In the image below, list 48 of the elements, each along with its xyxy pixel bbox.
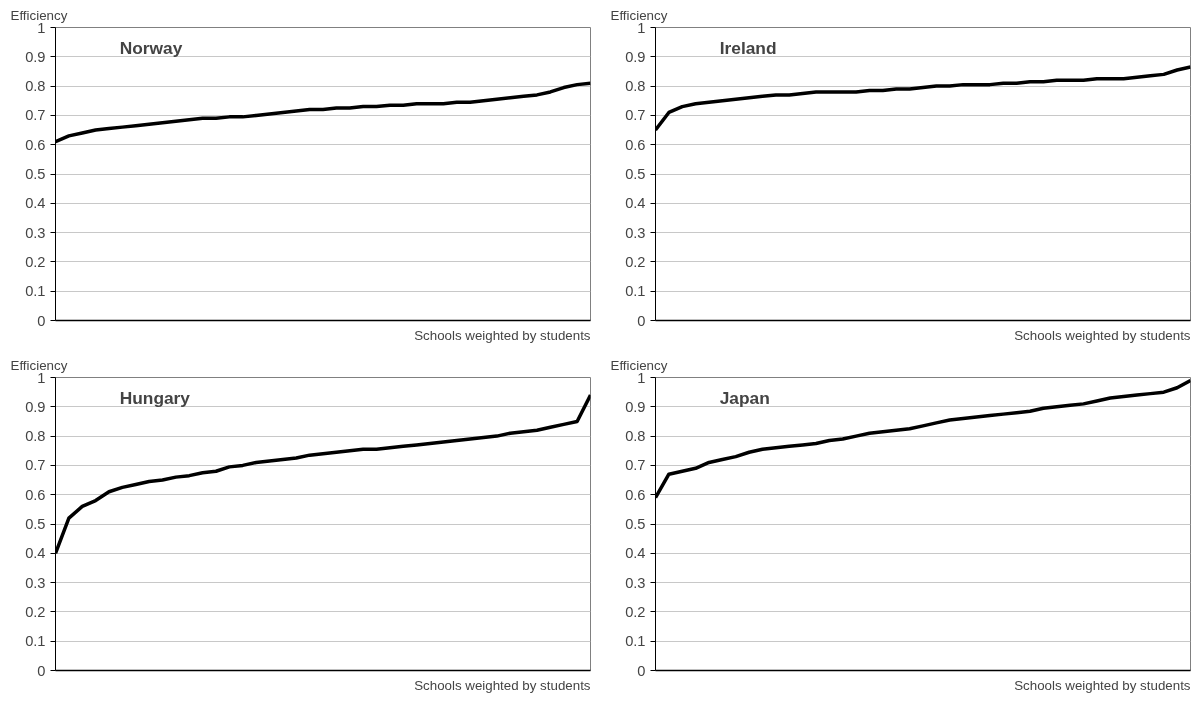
- y-tick-label: 0.8: [625, 428, 646, 445]
- y-tick-label: 0.7: [25, 457, 46, 474]
- text: Ireland: [719, 37, 777, 58]
- y-tick-label: 0.3: [25, 574, 46, 591]
- text: Norway: [119, 37, 183, 58]
- y-tick-label: 0.3: [25, 224, 46, 241]
- y-tick-label: 0.9: [25, 48, 46, 65]
- y-tick-label: 0.9: [625, 48, 646, 65]
- y-tick-label: 0.1: [625, 633, 646, 650]
- y-tick-label: 0.1: [25, 283, 46, 300]
- y-tick-label: 0: [637, 312, 646, 329]
- y-tick-label: 0.9: [625, 398, 646, 415]
- y-tick-label: 0.5: [625, 166, 646, 182]
- y-tick-label: 0.2: [25, 253, 46, 270]
- y-tick-label: 0.8: [25, 428, 46, 445]
- y-tick-label: 0.2: [625, 253, 646, 270]
- y-tick-label: 0.1: [25, 633, 46, 650]
- y-tick-label: 0.6: [625, 136, 646, 153]
- y-tick-label: 0.1: [625, 283, 646, 300]
- y-tick-label: 0.3: [625, 224, 646, 241]
- x-axis-title: Schools weighted by students: [414, 677, 591, 693]
- text: Japan: [719, 387, 770, 408]
- y-tick-label: 0.4: [625, 545, 646, 562]
- y-tick-label: 0.9: [25, 398, 46, 415]
- y-tick-label: 0.7: [25, 107, 46, 124]
- y-tick-label: 0.4: [25, 195, 46, 212]
- y-tick-label: 0.8: [625, 78, 646, 95]
- text: Hungary: [119, 387, 191, 408]
- y-tick-label: 0: [37, 662, 46, 679]
- y-tick-label: 0.4: [25, 545, 46, 562]
- y-tick-label: 0.2: [25, 603, 46, 620]
- y-tick-label: 0.2: [625, 603, 646, 620]
- y-tick-label: 0.5: [625, 516, 646, 532]
- y-tick-label: 0.3: [625, 574, 646, 591]
- x-axis-title: Schools weighted by students: [1014, 327, 1191, 343]
- y-tick-label: 0.6: [625, 486, 646, 503]
- y-tick-label: 0.8: [25, 78, 46, 95]
- y-tick-label: 0.4: [625, 195, 646, 212]
- x-axis-title: Schools weighted by students: [414, 327, 591, 343]
- y-tick-label: 0: [637, 662, 646, 679]
- y-tick-label: 0.6: [25, 486, 46, 503]
- y-tick-label: 0.5: [25, 516, 46, 532]
- y-tick-label: 0.5: [25, 166, 46, 182]
- y-tick-label: 0.6: [25, 136, 46, 153]
- x-axis-title: Schools weighted by students: [1014, 677, 1191, 693]
- y-tick-label: 0.7: [625, 107, 646, 124]
- y-tick-label: 0: [37, 312, 46, 329]
- y-tick-label: 0.7: [625, 457, 646, 474]
